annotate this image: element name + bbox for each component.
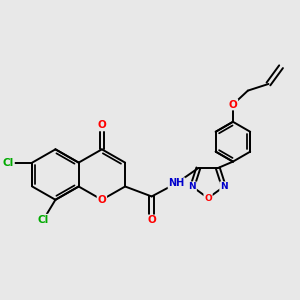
Text: Cl: Cl xyxy=(3,158,14,168)
Text: N: N xyxy=(220,182,228,191)
Text: O: O xyxy=(98,195,106,205)
Text: O: O xyxy=(98,120,106,130)
Text: O: O xyxy=(204,194,212,202)
Text: Cl: Cl xyxy=(37,215,49,225)
Text: O: O xyxy=(229,100,237,110)
Text: N: N xyxy=(188,182,196,191)
Text: NH: NH xyxy=(168,178,185,188)
Text: O: O xyxy=(147,215,156,225)
